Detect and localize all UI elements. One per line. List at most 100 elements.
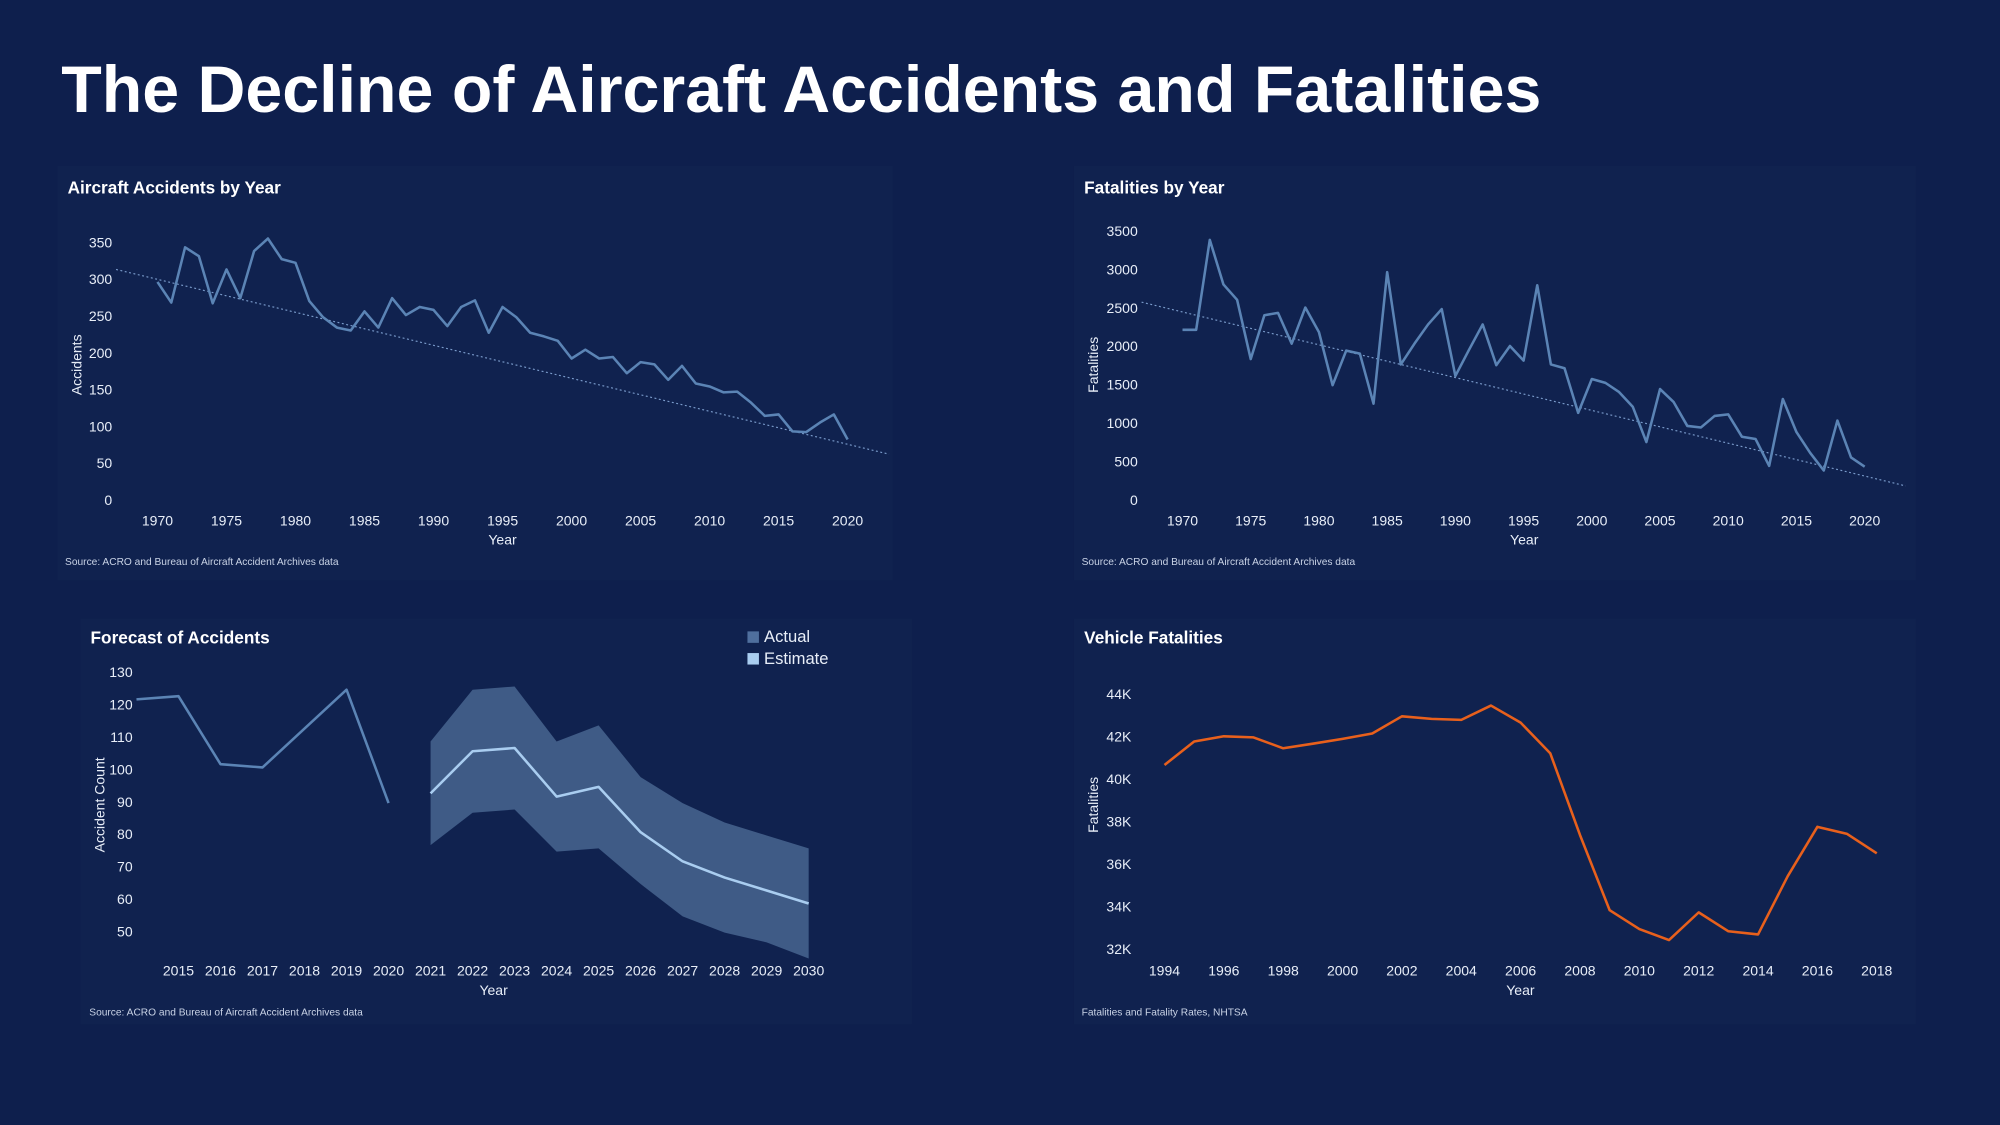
- y-tick-label: 500: [1114, 454, 1138, 470]
- y-tick-label: 36K: [1106, 856, 1132, 872]
- x-tick-label: 2005: [1644, 512, 1675, 528]
- y-tick-label: 0: [1130, 492, 1138, 508]
- series-line: [136, 688, 390, 804]
- y-tick-label: 38K: [1106, 813, 1132, 829]
- y-tick-label: 110: [110, 729, 133, 745]
- y-axis-label: Fatalities: [1085, 337, 1101, 393]
- x-tick-label: 2023: [499, 963, 530, 979]
- x-axis-label: Year: [1510, 532, 1539, 548]
- y-tick-label: 100: [109, 761, 133, 777]
- x-tick-label: 2010: [1713, 512, 1744, 528]
- x-tick-label: 2020: [1849, 512, 1880, 528]
- y-tick-label: 1500: [1107, 377, 1138, 393]
- y-tick-label: 130: [109, 664, 133, 680]
- y-tick-label: 32K: [1106, 941, 1132, 957]
- x-tick-label: 2015: [163, 963, 194, 979]
- source-note: Fatalities and Fatality Rates, NHTSA: [1082, 1007, 1248, 1018]
- y-axis-label: Fatalities: [1085, 777, 1101, 833]
- x-tick-label: 2027: [667, 963, 698, 979]
- y-tick-label: 100: [89, 418, 113, 434]
- chart-title: Fatalities by Year: [1084, 177, 1225, 197]
- legend-swatch: [747, 631, 759, 643]
- x-tick-label: 2015: [763, 512, 794, 528]
- x-tick-label: 2000: [1327, 963, 1358, 979]
- x-tick-label: 2000: [556, 512, 587, 528]
- x-tick-label: 2029: [751, 963, 782, 979]
- x-tick-label: 2018: [1861, 963, 1892, 979]
- x-tick-label: 1996: [1208, 963, 1239, 979]
- x-tick-label: 2014: [1742, 963, 1773, 979]
- y-tick-label: 2500: [1107, 300, 1138, 316]
- source-note: Source: ACRO and Bureau of Aircraft Acci…: [65, 557, 339, 568]
- chart-panel: [1073, 165, 1916, 581]
- x-tick-label: 2019: [331, 963, 362, 979]
- x-tick-label: 2025: [583, 963, 614, 979]
- x-tick-label: 1975: [1235, 512, 1266, 528]
- x-tick-label: 1994: [1149, 963, 1180, 979]
- x-tick-label: 2010: [694, 512, 725, 528]
- x-tick-label: 2015: [1781, 512, 1812, 528]
- y-tick-label: 60: [117, 891, 133, 907]
- y-tick-label: 250: [89, 308, 113, 324]
- y-axis-label: Accident Count: [91, 757, 107, 852]
- y-tick-label: 350: [89, 234, 113, 250]
- x-tick-label: 1970: [142, 512, 173, 528]
- x-tick-label: 2010: [1624, 963, 1655, 979]
- x-tick-label: 1980: [280, 512, 311, 528]
- series-line: [429, 746, 810, 905]
- x-tick-label: 1998: [1268, 963, 1299, 979]
- y-axis-label: Accidents: [69, 334, 85, 395]
- x-tick-label: 2020: [832, 512, 863, 528]
- y-tick-label: 2000: [1107, 338, 1138, 354]
- y-tick-label: 40K: [1106, 771, 1132, 787]
- y-tick-label: 34K: [1106, 898, 1132, 914]
- x-tick-label: 2000: [1576, 512, 1607, 528]
- y-tick-label: 44K: [1106, 686, 1132, 702]
- chart-panel: [57, 165, 893, 581]
- chart-panel: [80, 618, 912, 1025]
- x-axis-label: Year: [479, 982, 508, 998]
- x-tick-label: 2018: [289, 963, 320, 979]
- x-axis-label: Year: [1506, 982, 1535, 998]
- y-tick-label: 1000: [1107, 415, 1138, 431]
- data-line: [156, 237, 849, 441]
- x-tick-label: 2026: [625, 963, 656, 979]
- x-tick-label: 2030: [793, 963, 824, 979]
- y-tick-label: 50: [117, 923, 133, 939]
- x-tick-label: 1990: [1440, 512, 1471, 528]
- trend-line: [115, 268, 890, 455]
- confidence-band: [430, 686, 809, 959]
- y-tick-label: 70: [117, 859, 133, 875]
- y-tick-label: 120: [109, 697, 133, 713]
- x-tick-label: 2002: [1386, 963, 1417, 979]
- y-tick-label: 150: [89, 382, 113, 398]
- legend-swatch: [747, 653, 759, 665]
- trend-line: [1141, 301, 1906, 487]
- legend-label: Estimate: [764, 649, 829, 668]
- y-tick-label: 200: [89, 345, 113, 361]
- page-title: The Decline of Aircraft Accidents and Fa…: [61, 53, 1541, 127]
- y-tick-label: 3000: [1107, 261, 1138, 277]
- x-tick-label: 2021: [415, 963, 446, 979]
- x-tick-label: 2022: [457, 963, 488, 979]
- y-tick-label: 80: [117, 826, 133, 842]
- x-tick-label: 2004: [1446, 963, 1477, 979]
- x-tick-label: 2024: [541, 963, 572, 979]
- x-tick-label: 1990: [418, 512, 449, 528]
- y-tick-label: 300: [89, 271, 113, 287]
- x-tick-label: 1995: [1508, 512, 1539, 528]
- x-tick-label: 1985: [1372, 512, 1403, 528]
- x-tick-label: 2016: [1802, 963, 1833, 979]
- x-tick-label: 2016: [205, 963, 236, 979]
- x-tick-label: 2005: [625, 512, 656, 528]
- x-tick-label: 2028: [709, 963, 740, 979]
- chart-panel: [1073, 618, 1916, 1025]
- x-tick-label: 2017: [247, 963, 278, 979]
- source-note: Source: ACRO and Bureau of Aircraft Acci…: [89, 1007, 363, 1018]
- y-tick-label: 90: [117, 794, 133, 810]
- x-tick-label: 1980: [1303, 512, 1334, 528]
- legend-label: Actual: [764, 627, 810, 646]
- y-tick-label: 42K: [1106, 728, 1132, 744]
